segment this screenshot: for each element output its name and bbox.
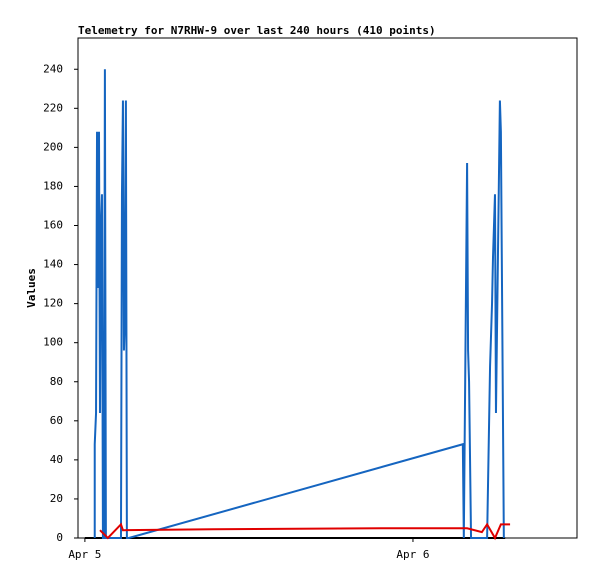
x-tick-label: Apr 6	[396, 548, 429, 561]
y-tick-label: 120	[43, 297, 63, 310]
y-tick-label: 200	[43, 140, 63, 153]
y-tick-label: 180	[43, 179, 63, 192]
y-tick-label: 80	[50, 375, 63, 388]
y-tick-label: 160	[43, 219, 63, 232]
y-tick-label: 140	[43, 258, 63, 271]
y-tick-label: 60	[50, 414, 63, 427]
y-tick-label: 40	[50, 453, 63, 466]
y-tick-label: 0	[56, 531, 63, 544]
x-tick-label: Apr 5	[68, 548, 101, 561]
y-axis-label: Values	[25, 268, 38, 308]
y-tick-label: 100	[43, 336, 63, 349]
series-line	[93, 69, 505, 539]
series-line	[99, 522, 511, 541]
chart-title: Telemetry for N7RHW-9 over last 240 hour…	[78, 24, 436, 37]
y-tick-label: 220	[43, 101, 63, 114]
y-tick-label: 20	[50, 492, 63, 505]
y-tick-label: 240	[43, 62, 63, 75]
